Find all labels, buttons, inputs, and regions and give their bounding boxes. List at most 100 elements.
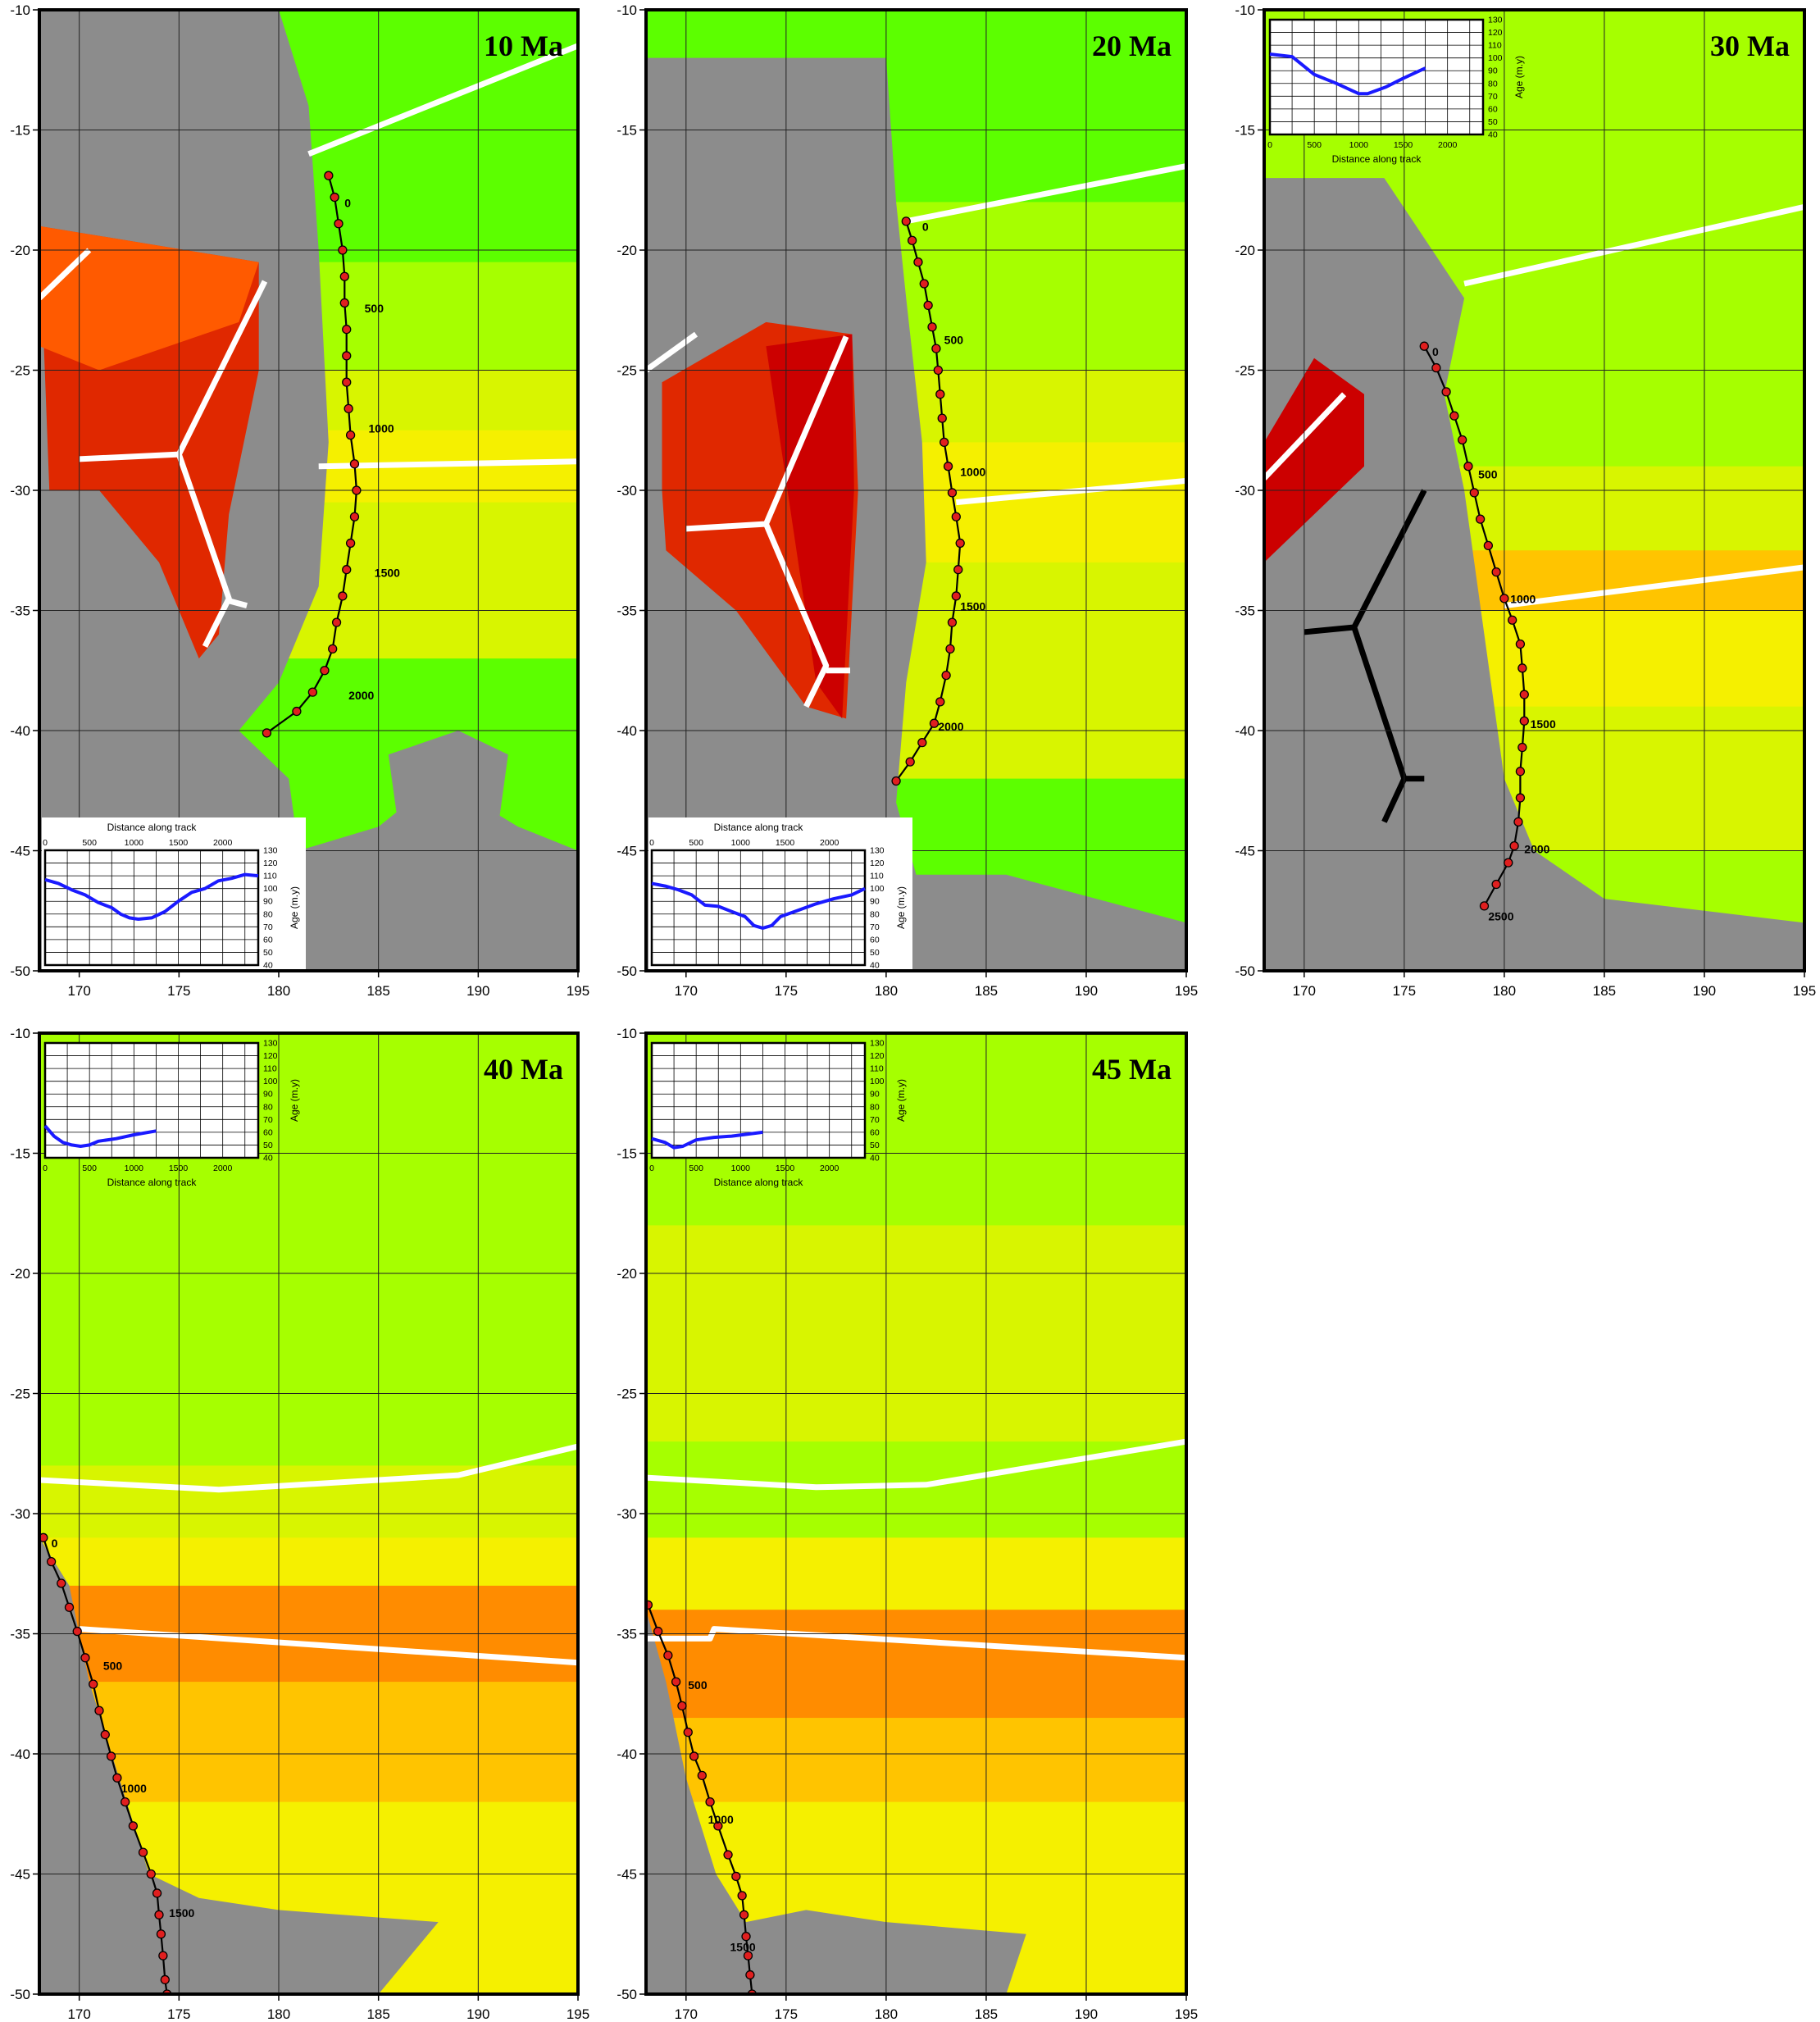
- track-point: [1483, 540, 1494, 551]
- inset-y-tick-label: 60: [263, 935, 273, 945]
- lon-tick-label: 190: [466, 983, 489, 999]
- inset-y-tick-label: 100: [263, 1077, 278, 1086]
- track-point: [324, 171, 334, 180]
- inset-x-tick-label: 0: [1267, 140, 1272, 150]
- lat-tick-label: -45: [617, 1867, 637, 1883]
- lat-tick-label: -30: [10, 483, 30, 499]
- lat-tick-label: -25: [10, 1387, 30, 1402]
- age-curve: [651, 881, 866, 930]
- lon-tick-label: 180: [267, 2006, 290, 2022]
- lon-tick-label: 185: [1593, 983, 1616, 999]
- age-curve: [43, 1124, 157, 1148]
- age-profile-inset: 40 50 60 70 80 90 100 110 120 130 0 500 1000 1500 2000…: [649, 1039, 907, 1189]
- panel-title: 20 Ma: [1092, 30, 1172, 62]
- lat-tick-label: -25: [1235, 363, 1255, 379]
- track-point: [723, 1850, 733, 1860]
- inset-y-tick-label: 110: [263, 872, 277, 881]
- land-mass: [646, 57, 1186, 971]
- inset-y-axis-label: Age (m.y): [895, 1079, 907, 1122]
- inset-y-tick-label: 120: [870, 1051, 885, 1061]
- inset-x-tick-label: 1000: [1349, 140, 1369, 150]
- lat-tick-label: -10: [10, 2, 30, 18]
- inset-x-tick-label: 1500: [1394, 140, 1413, 150]
- lat-tick-label: -10: [617, 1026, 637, 1041]
- lon-tick-label: 195: [1175, 2006, 1198, 2022]
- inset-y-tick-label: 120: [263, 858, 278, 868]
- inset-x-axis-label: Distance along track: [1332, 153, 1422, 165]
- track-distance-label: 1000: [369, 422, 394, 435]
- track-point: [953, 565, 963, 575]
- inset-x-axis-label: Distance along track: [714, 1177, 804, 1188]
- lon-tick-label: 175: [775, 983, 798, 999]
- lat-tick-label: -35: [617, 1627, 637, 1642]
- track-point: [1508, 615, 1517, 625]
- lat-tick-label: -15: [10, 1146, 30, 1162]
- track-point: [689, 1751, 699, 1761]
- track-distance-label: 2000: [938, 720, 963, 733]
- land-mass: [1264, 178, 1804, 971]
- inset-y-tick-label: 90: [1488, 66, 1498, 76]
- track-point: [80, 1653, 90, 1663]
- inset-x-tick-label: 1500: [776, 1164, 795, 1173]
- lat-tick-label: -45: [10, 844, 30, 859]
- inset-y-tick-label: 60: [1488, 104, 1498, 114]
- track-point: [713, 1821, 723, 1831]
- inset-x-tick-label: 1500: [169, 1164, 189, 1173]
- lat-tick-label: -40: [617, 1746, 637, 1762]
- panel-title: 10 Ma: [484, 30, 563, 62]
- lat-tick-label: -45: [1235, 844, 1255, 859]
- track-point: [342, 351, 352, 361]
- track-point: [334, 219, 344, 229]
- lat-tick-label: -35: [617, 603, 637, 619]
- inset-y-tick-label: 120: [263, 1051, 278, 1061]
- inset-y-tick-label: 50: [263, 948, 273, 958]
- track-point: [671, 1677, 681, 1687]
- lat-tick-label: -50: [617, 1987, 637, 2002]
- inset-y-tick-label: 60: [870, 1127, 880, 1137]
- lat-tick-label: -45: [10, 1867, 30, 1883]
- track-point: [158, 1951, 168, 1961]
- track-point: [1431, 362, 1441, 373]
- track-point: [154, 1910, 164, 1920]
- lat-tick-label: -20: [10, 1266, 30, 1282]
- track-distance-label: 1500: [169, 1906, 194, 1920]
- lat-tick-label: -40: [10, 1746, 30, 1762]
- track-point: [120, 1797, 130, 1807]
- track-point: [1491, 567, 1501, 577]
- panel-title: 30 Ma: [1710, 30, 1790, 62]
- lat-tick-label: -50: [617, 963, 637, 979]
- inset-y-tick-label: 100: [870, 884, 885, 894]
- inset-plot-area: [1268, 18, 1485, 136]
- inset-x-tick-label: 500: [689, 1164, 703, 1173]
- inset-y-tick-label: 80: [870, 1102, 880, 1112]
- track-point: [1504, 858, 1513, 868]
- lat-tick-label: -25: [10, 363, 30, 379]
- spreading-ridge: [79, 1626, 578, 1666]
- track-point: [891, 776, 901, 786]
- track-point: [39, 1532, 48, 1542]
- track-point: [931, 344, 941, 353]
- track-point: [663, 1651, 673, 1660]
- inset-x-axis-label: Distance along track: [107, 1177, 198, 1188]
- inset-x-tick-label: 2000: [213, 1164, 233, 1173]
- lon-tick-label: 185: [366, 2006, 389, 2022]
- inset-y-tick-label: 60: [263, 1127, 273, 1137]
- track-point: [1449, 411, 1459, 421]
- track-point: [307, 687, 318, 697]
- track-distance-label: 1000: [960, 465, 985, 478]
- track-point: [46, 1556, 57, 1567]
- lat-tick-label: -25: [617, 1387, 637, 1402]
- lat-tick-label: -10: [1235, 2, 1255, 18]
- track-point: [1419, 341, 1429, 351]
- lat-tick-label: -30: [1235, 483, 1255, 499]
- inset-x-tick-label: 0: [649, 1164, 654, 1173]
- inset-plot-area: [43, 1041, 260, 1159]
- lon-tick-label: 195: [1793, 983, 1816, 999]
- inset-x-tick-label: 0: [43, 1164, 48, 1173]
- age-band: [39, 1465, 578, 1539]
- track-point: [1519, 690, 1529, 699]
- inset-plot-area: [43, 849, 260, 967]
- track-point: [128, 1821, 139, 1831]
